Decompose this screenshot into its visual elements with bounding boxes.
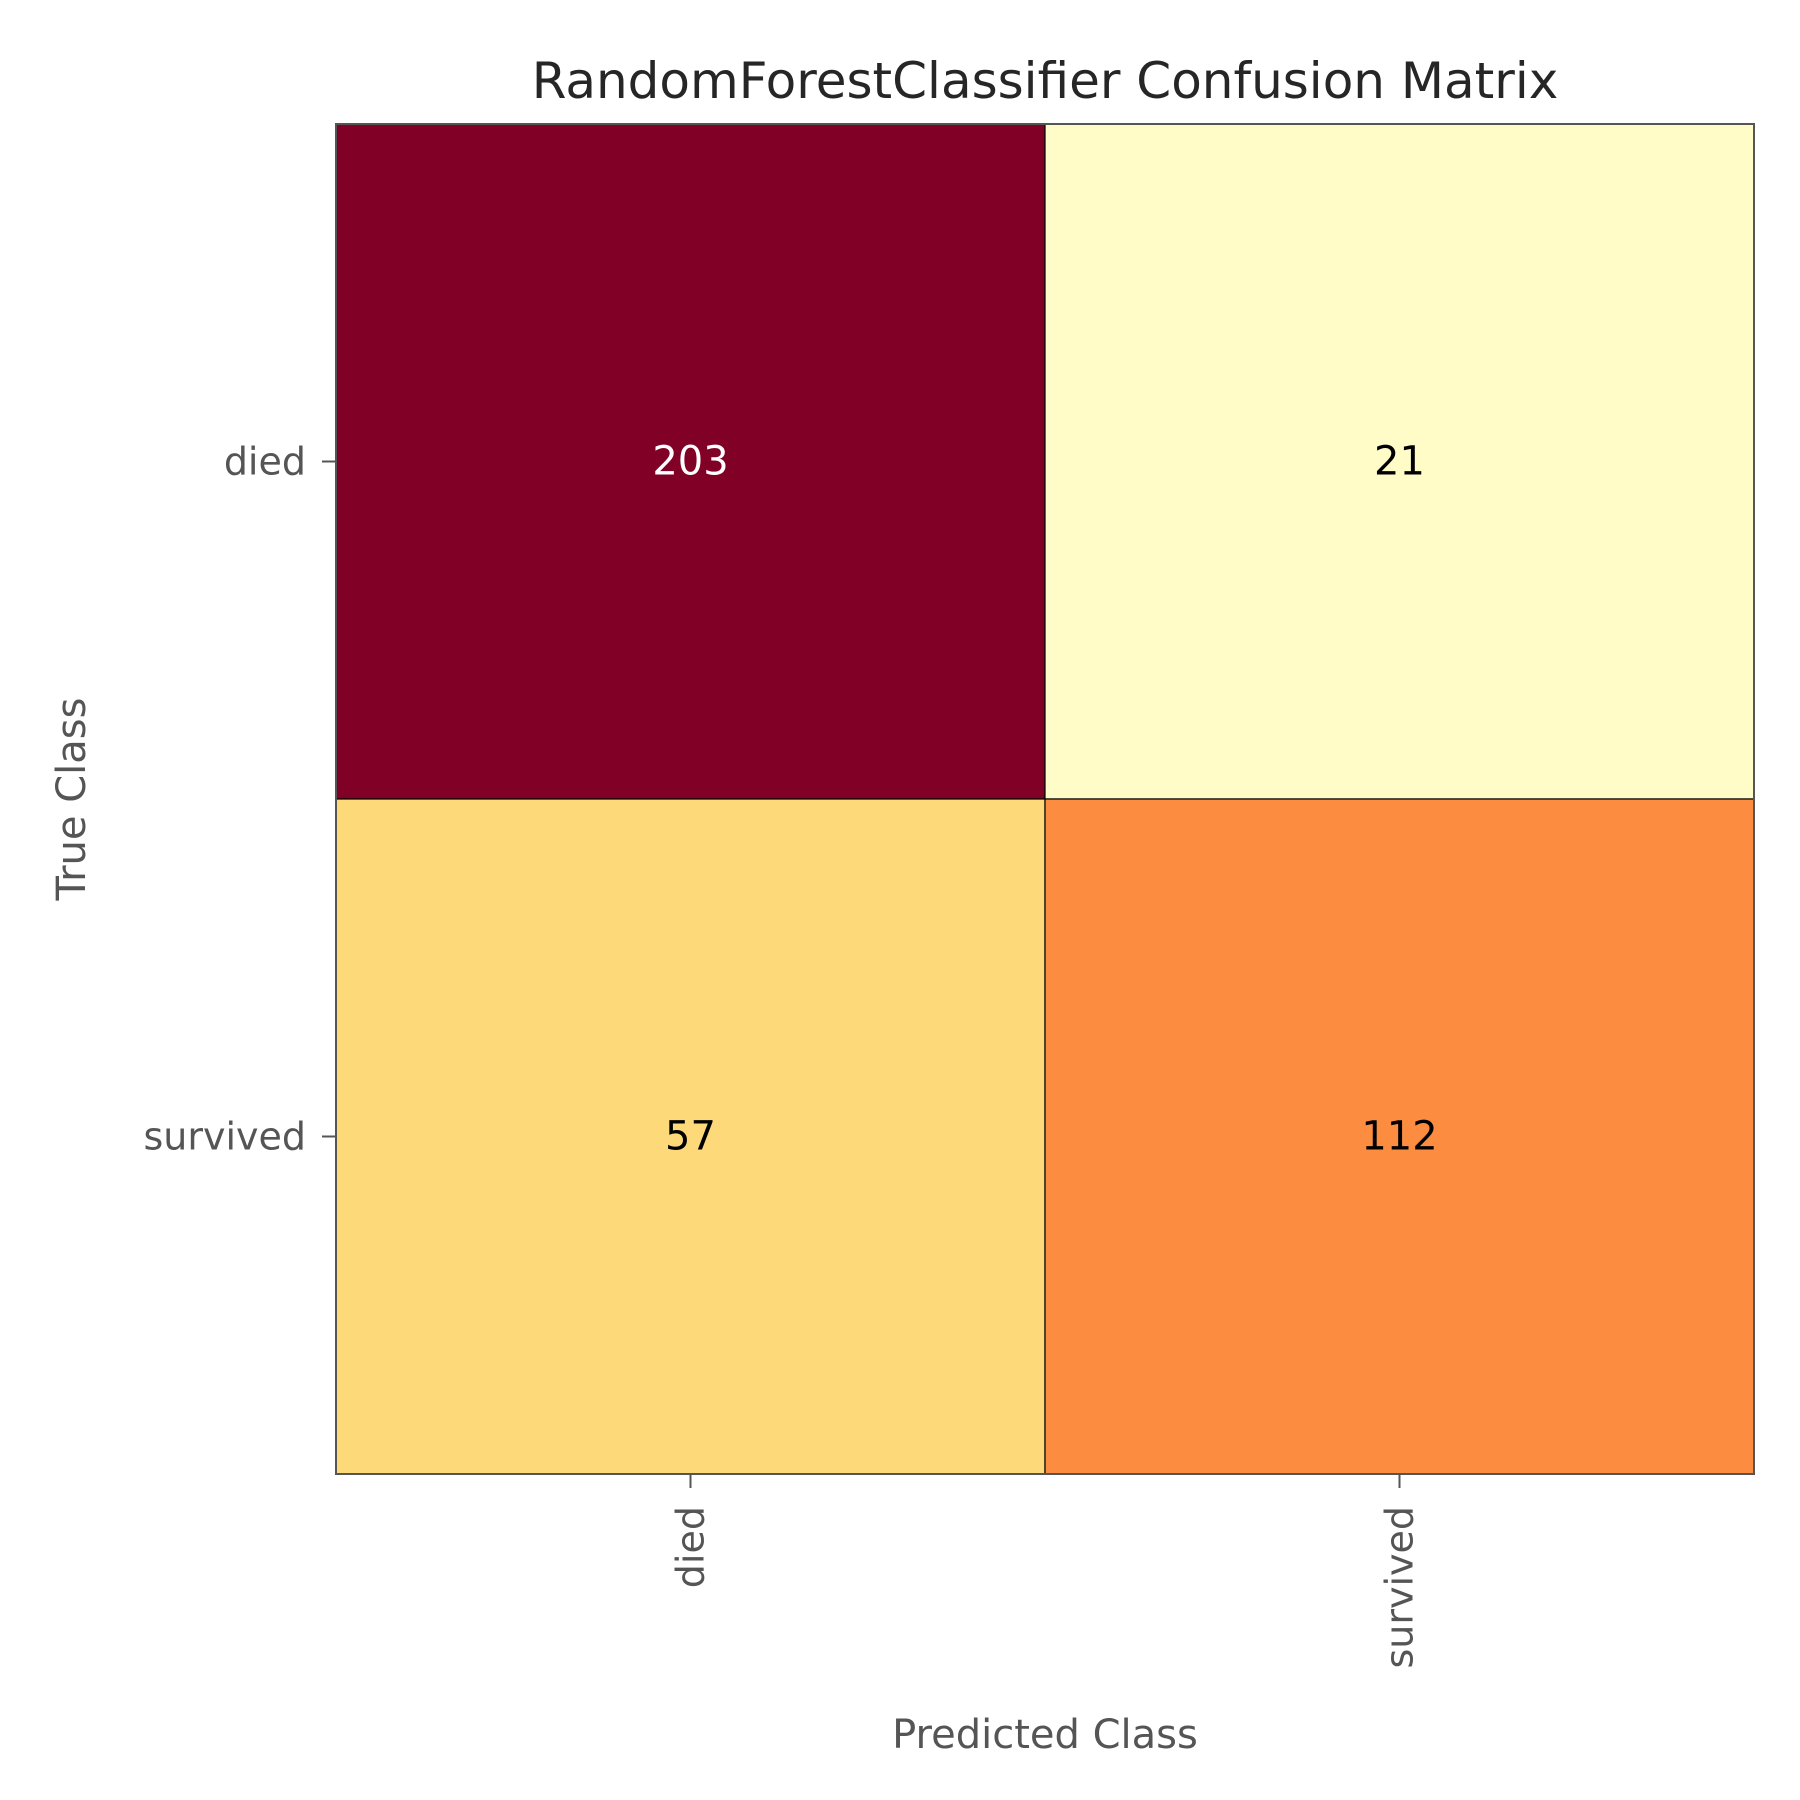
- cell-value-label: 203: [652, 439, 728, 485]
- axis-ticks: died survived died survived: [143, 440, 1421, 1669]
- cell-value-label: 57: [665, 1114, 716, 1160]
- heatmap-cell: [335, 798, 1046, 1475]
- x-tick-label: survived: [1378, 1506, 1422, 1669]
- cell-value-label: 112: [1361, 1114, 1437, 1160]
- x-axis-label: Predicted Class: [892, 1712, 1198, 1758]
- chart-title: RandomForestClassifier Confusion Matrix: [532, 52, 1559, 110]
- y-axis-label: True Class: [49, 698, 95, 902]
- heatmap-cell: [335, 123, 1046, 800]
- x-tick-label: died: [669, 1506, 713, 1588]
- cell-value-label: 21: [1374, 439, 1425, 485]
- plot-frame: [335, 123, 1755, 1475]
- heatmap-cell: [1044, 798, 1755, 1475]
- heatmap-cells: 203 21 57 112: [335, 123, 1755, 1475]
- heatmap-cell: [1044, 123, 1755, 800]
- y-tick-label: died: [224, 440, 306, 484]
- y-tick-label: survived: [143, 1115, 306, 1159]
